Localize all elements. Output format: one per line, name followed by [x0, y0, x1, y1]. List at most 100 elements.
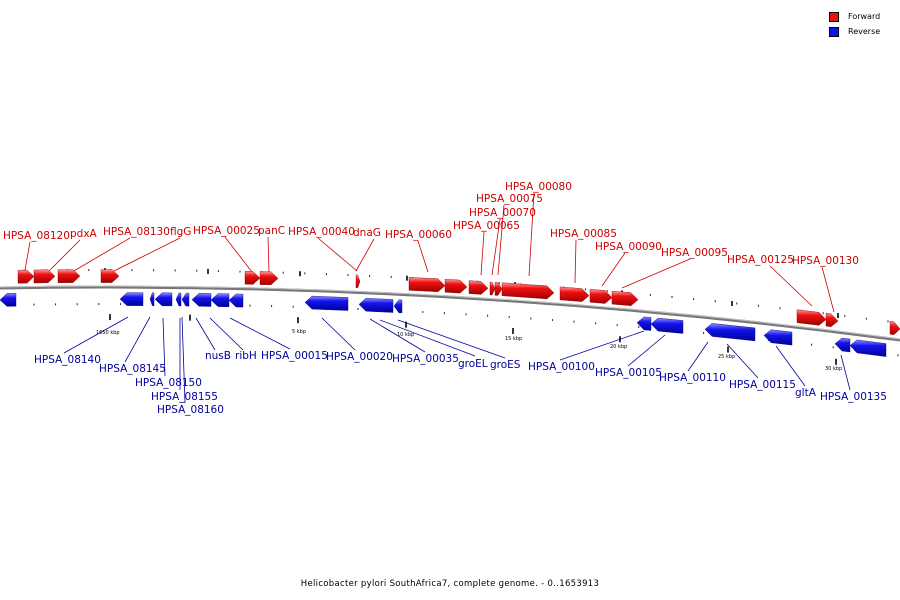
gene-arrow-forward — [259, 271, 279, 286]
reverse-gene-labels: HPSA_08140 HPSA_08145 HPSA_08150 HPSA_08… — [34, 350, 887, 416]
tick-label: 1650 kbp — [96, 330, 120, 336]
gene-arrow-reverse — [210, 293, 230, 308]
legend-label: Reverse — [848, 27, 881, 36]
gene-label-reverse[interactable]: HPSA_00020 — [326, 351, 393, 363]
gene-arrow-forward — [559, 286, 590, 302]
reverse-swatch — [829, 26, 839, 37]
gene-label-forward[interactable]: dnaG — [353, 227, 381, 239]
tick-label: 5 kbp — [292, 329, 306, 335]
gene-arrow-forward — [17, 269, 35, 284]
tick-label: 20 kbp — [610, 344, 627, 350]
gene-label-reverse[interactable]: HPSA_08150 — [135, 377, 202, 389]
gene-label-forward[interactable]: HPSA_00070 — [469, 207, 536, 219]
gene-label-forward[interactable]: HPSA_00090 — [595, 241, 662, 253]
gene-label-forward[interactable]: HPSA_00065 — [453, 220, 520, 232]
gene-label-forward[interactable]: pdxA — [70, 228, 98, 240]
gene-label-reverse[interactable]: HPSA_00110 — [659, 372, 726, 384]
legend: Forward Reverse — [829, 9, 890, 39]
legend-item-forward: Forward — [829, 9, 890, 24]
gene-label-reverse[interactable]: HPSA_08145 — [99, 363, 166, 375]
gene-arrow-reverse — [636, 316, 652, 331]
gene-label-forward[interactable]: HPSA_00060 — [385, 229, 452, 241]
leader-line-reverse — [181, 316, 186, 404]
gene-arrow-reverse — [849, 339, 887, 357]
gene-label-forward[interactable]: flgG — [170, 226, 191, 238]
gene-label-forward[interactable]: HPSA_08130 — [103, 226, 170, 238]
gene-arrow-forward — [889, 320, 900, 335]
leader-line-reverse — [627, 334, 666, 367]
leader-line-reverse — [321, 317, 356, 351]
leader-line-forward — [224, 236, 253, 273]
gene-label-forward[interactable]: HPSA_00085 — [550, 228, 617, 240]
gene-label-reverse[interactable]: groEL — [458, 358, 488, 370]
gene-label-reverse[interactable]: HPSA_00100 — [528, 361, 595, 373]
gene-arrow-reverse — [704, 323, 756, 342]
leader-line-forward — [107, 237, 181, 275]
leader-line-reverse — [124, 316, 151, 363]
gene-label-reverse[interactable]: HPSA_08140 — [34, 354, 101, 366]
gene-arrow-forward — [494, 282, 503, 296]
gene-arrow-forward — [408, 277, 446, 293]
leader-line-forward — [480, 231, 485, 276]
gene-arrow-reverse — [175, 292, 182, 307]
tick-label: 15 kbp — [505, 336, 522, 342]
gene-label-reverse[interactable]: HPSA_00115 — [729, 379, 796, 391]
legend-label: Forward — [848, 12, 881, 21]
gene-label-forward[interactable]: HPSA_00075 — [476, 193, 543, 205]
gene-label-reverse[interactable]: nusB — [205, 350, 231, 362]
gene-arrow-reverse — [228, 293, 244, 308]
gene-label-reverse[interactable]: groES — [490, 359, 521, 371]
gene-label-forward[interactable]: HPSA_00130 — [792, 255, 859, 267]
gene-label-reverse[interactable]: HPSA_00015 — [261, 350, 328, 362]
gene-label-forward[interactable]: HPSA_08120 — [3, 230, 70, 242]
forward-gene-labels: HPSA_08120 pdxA HPSA_08130 flgG HPSA_000… — [3, 181, 859, 267]
gene-arrow-reverse — [393, 299, 403, 314]
gene-arrow-reverse — [191, 293, 212, 307]
genome-backbone-highlight — [0, 285, 900, 340]
leader-line-forward — [417, 240, 429, 273]
gene-label-reverse[interactable]: HPSA_00035 — [392, 353, 459, 365]
genome-backbone — [0, 285, 900, 342]
gene-label-reverse[interactable]: HPSA_08160 — [157, 404, 224, 416]
map-caption: Helicobacter pylori SouthAfrica7, comple… — [300, 579, 600, 589]
gene-label-reverse[interactable]: HPSA_00105 — [595, 367, 662, 379]
leader-line-forward — [574, 239, 577, 284]
gene-label-reverse[interactable]: HPSA_08155 — [151, 391, 218, 403]
gene-label-forward[interactable]: HPSA_00025 — [193, 225, 260, 237]
leader-line-reverse — [379, 319, 476, 357]
gene-label-forward[interactable]: HPSA_00095 — [661, 247, 728, 259]
gene-arrow-forward — [33, 269, 56, 284]
gene-label-reverse[interactable]: ribH — [235, 350, 257, 362]
leader-line-forward — [497, 204, 505, 276]
gene-arrow-forward — [501, 282, 555, 300]
leader-line-forward — [66, 237, 131, 276]
gene-arrow-forward — [244, 270, 261, 285]
gene-label-forward[interactable]: HPSA_00125 — [727, 254, 794, 266]
gene-label-reverse[interactable]: HPSA_00135 — [820, 391, 887, 403]
leader-line-forward — [317, 237, 358, 272]
tick-label: 10 kbp — [397, 332, 414, 338]
gene-label-reverse[interactable]: gltA — [795, 387, 817, 399]
leader-line-forward — [43, 239, 81, 277]
leader-line-forward — [821, 266, 835, 313]
gene-arrow-forward — [825, 312, 839, 327]
gene-arrow-reverse — [181, 292, 190, 307]
gene-arrow-reverse — [650, 317, 684, 334]
leader-line-reverse — [397, 319, 506, 359]
forward-swatch — [829, 11, 839, 22]
gene-arrow-forward — [489, 281, 496, 296]
leader-line-reverse — [63, 316, 129, 354]
gene-label-forward[interactable]: HPSA_00040 — [288, 226, 355, 238]
gene-arrow-reverse — [154, 292, 173, 307]
leader-line-reverse — [195, 317, 216, 351]
leader-line-forward — [621, 258, 691, 289]
gene-arrow-reverse — [119, 292, 144, 306]
gene-arrow-reverse — [834, 337, 851, 353]
gene-arrow-reverse — [763, 329, 793, 346]
gene-label-forward[interactable]: HPSA_00080 — [505, 181, 572, 193]
gene-arrow-forward — [468, 280, 489, 295]
gene-arrow-forward — [355, 274, 361, 289]
leader-line-reverse — [369, 318, 426, 353]
gene-label-forward[interactable]: panC — [258, 225, 285, 237]
